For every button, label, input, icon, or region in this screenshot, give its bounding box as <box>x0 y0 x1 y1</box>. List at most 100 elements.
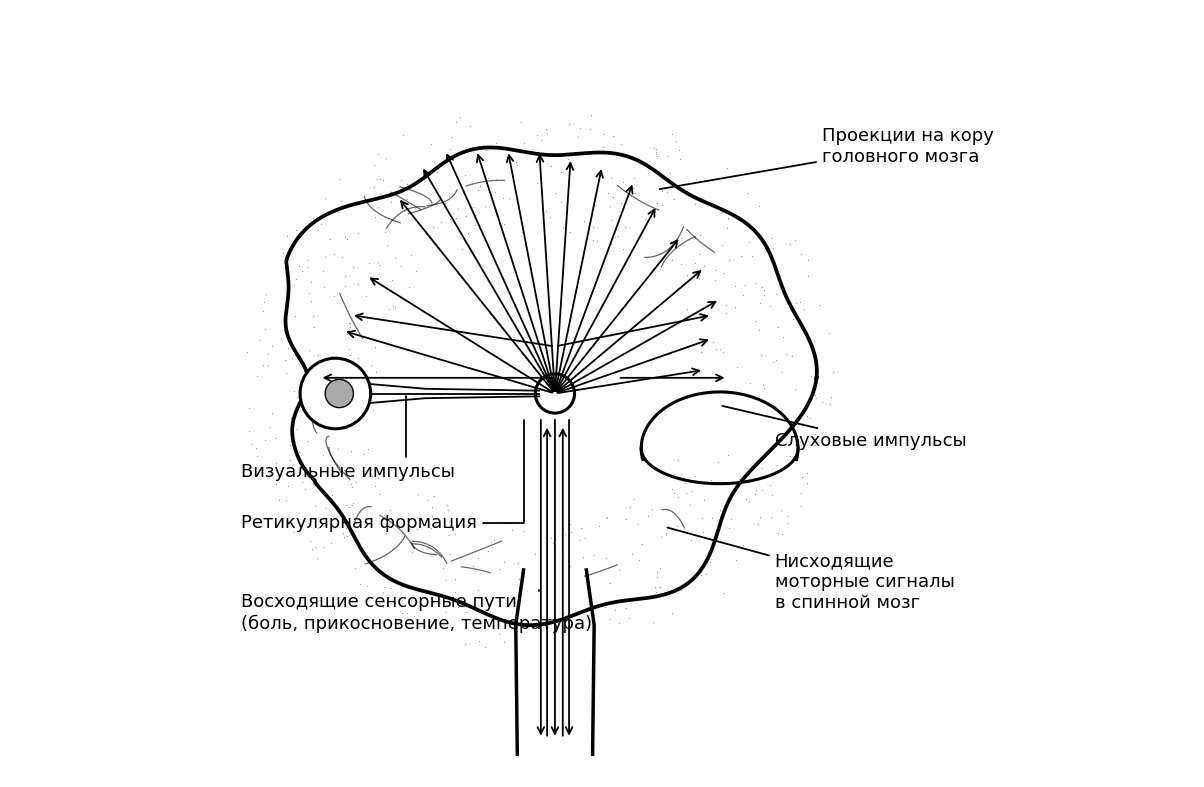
Point <box>668 454 687 467</box>
Point <box>477 144 496 157</box>
Point <box>726 301 745 313</box>
Point <box>708 477 727 490</box>
Text: Восходящие сенсорные пути
(боль, прикосновение, температура): Восходящие сенсорные пути (боль, прикосн… <box>241 589 592 633</box>
Point <box>295 482 314 495</box>
Point <box>464 201 483 213</box>
Point <box>733 539 752 552</box>
Point <box>378 238 397 251</box>
Point <box>507 159 526 172</box>
Point <box>340 501 359 513</box>
Point <box>647 586 666 598</box>
Point <box>479 172 498 184</box>
Point <box>680 436 700 449</box>
Point <box>765 442 784 454</box>
Point <box>382 195 401 208</box>
Polygon shape <box>285 147 816 625</box>
Point <box>371 173 390 186</box>
Point <box>308 522 327 534</box>
Point <box>514 137 533 150</box>
Text: Ретикулярная формация: Ретикулярная формация <box>241 419 524 532</box>
Point <box>790 296 809 309</box>
Point <box>315 191 335 204</box>
Point <box>733 289 752 301</box>
Point <box>573 550 592 563</box>
Point <box>313 486 332 499</box>
Point <box>455 169 474 182</box>
Point <box>574 215 594 227</box>
Point <box>282 412 301 425</box>
Text: Проекции на кору
головного мозга: Проекции на кору головного мозга <box>660 127 993 189</box>
Point <box>262 407 282 419</box>
Point <box>240 425 259 438</box>
Point <box>405 609 424 622</box>
Point <box>572 521 591 534</box>
Point <box>745 420 765 433</box>
Point <box>283 525 302 538</box>
Point <box>314 541 334 553</box>
Point <box>388 188 407 201</box>
Point <box>385 301 405 314</box>
Point <box>370 488 389 501</box>
Point <box>290 445 309 458</box>
Point <box>468 584 488 597</box>
Point <box>624 182 643 194</box>
Point <box>555 527 574 540</box>
Point <box>485 186 504 198</box>
Point <box>798 467 818 479</box>
Point <box>380 582 400 594</box>
Point <box>397 193 417 205</box>
Point <box>340 316 359 329</box>
Point <box>719 212 738 224</box>
Point <box>282 435 301 448</box>
Point <box>423 509 442 522</box>
Point <box>424 155 443 168</box>
Point <box>565 605 584 618</box>
Point <box>343 481 362 493</box>
Point <box>368 148 388 161</box>
Point <box>343 365 362 378</box>
Point <box>303 473 323 486</box>
Point <box>644 142 663 154</box>
Point <box>441 548 460 560</box>
Point <box>249 334 268 346</box>
Point <box>501 515 520 528</box>
Point <box>367 366 386 379</box>
Point <box>594 127 613 140</box>
Point <box>259 358 278 371</box>
Point <box>726 554 745 567</box>
Point <box>695 493 714 506</box>
Point <box>601 238 620 250</box>
Point <box>315 501 335 514</box>
Point <box>262 339 282 352</box>
Point <box>708 427 727 439</box>
Point <box>751 349 771 361</box>
Point <box>441 142 460 155</box>
Point <box>665 486 684 499</box>
Point <box>622 548 642 560</box>
Point <box>337 530 356 543</box>
Point <box>714 267 733 279</box>
Point <box>391 260 411 272</box>
Point <box>270 493 289 506</box>
Point <box>755 283 774 296</box>
Point <box>314 281 334 294</box>
Point <box>356 290 376 302</box>
Point <box>340 343 359 356</box>
Point <box>653 198 672 211</box>
Circle shape <box>325 379 354 408</box>
Point <box>706 274 725 286</box>
Point <box>767 459 786 471</box>
Point <box>792 471 811 483</box>
Point <box>543 537 562 549</box>
Point <box>773 528 792 541</box>
Point <box>763 440 783 453</box>
Point <box>283 352 302 364</box>
Point <box>615 220 635 233</box>
Circle shape <box>300 358 371 429</box>
Point <box>691 345 710 358</box>
Point <box>555 590 574 603</box>
Point <box>583 234 602 246</box>
Point <box>407 523 426 536</box>
Point <box>259 348 278 360</box>
Point <box>301 275 320 288</box>
